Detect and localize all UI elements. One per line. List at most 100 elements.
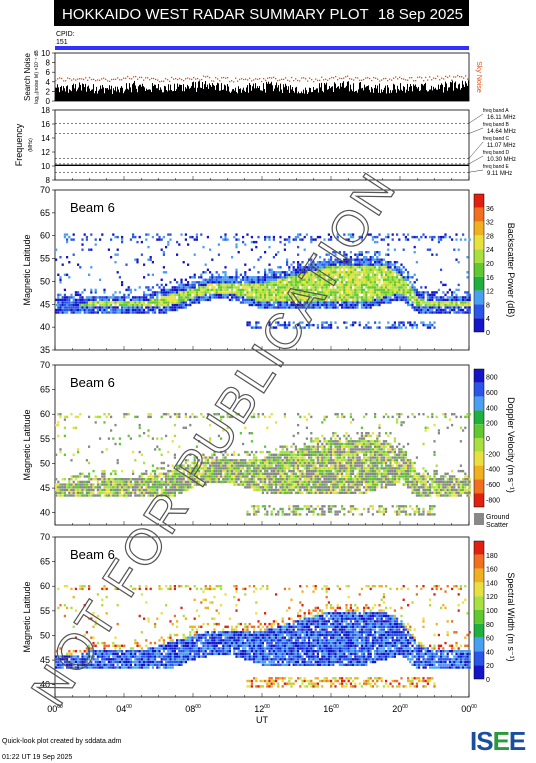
sky-noise-point xyxy=(145,77,147,79)
power-cell xyxy=(158,308,161,312)
power-cell xyxy=(202,283,205,287)
power-cell xyxy=(226,293,229,297)
velocity-cell xyxy=(189,423,192,427)
power-cell xyxy=(112,306,115,309)
power-cell xyxy=(202,288,205,292)
power-cell xyxy=(88,311,91,314)
power-cell xyxy=(68,298,71,302)
power-cell xyxy=(314,268,317,271)
velocity-cell xyxy=(292,469,295,473)
velocity-cell xyxy=(277,467,280,470)
power-cell xyxy=(459,296,462,299)
power-cell xyxy=(149,256,152,259)
power-cell xyxy=(105,298,108,302)
velocity-cell xyxy=(178,445,181,448)
power-cell xyxy=(378,301,381,304)
power-cell xyxy=(96,308,99,312)
power-cell xyxy=(363,326,366,329)
power-cell xyxy=(396,288,399,292)
velocity-cell xyxy=(63,418,66,421)
velocity-cell xyxy=(332,432,335,435)
velocity-cell xyxy=(242,461,245,465)
velocity-cell xyxy=(83,480,86,484)
power-cell xyxy=(411,283,414,287)
velocity-cell xyxy=(165,434,168,438)
power-cell xyxy=(189,293,192,297)
power-cell xyxy=(160,291,163,294)
power-cell xyxy=(275,253,278,256)
sky-noise-point xyxy=(217,78,219,80)
velocity-cell xyxy=(127,483,130,486)
power-cell xyxy=(290,293,293,297)
velocity-cell xyxy=(275,486,278,489)
power-cell xyxy=(363,306,366,309)
power-cell xyxy=(345,258,348,261)
power-cell xyxy=(442,311,445,314)
power-cell xyxy=(272,273,275,276)
power-cell xyxy=(349,278,352,281)
header-bar xyxy=(54,0,469,26)
power-cell xyxy=(257,326,260,329)
power-cell xyxy=(286,298,289,302)
velocity-cell xyxy=(334,450,337,454)
velocity-cell xyxy=(327,469,330,473)
power-cell xyxy=(268,288,271,292)
velocity-cell xyxy=(266,472,269,475)
power-cell xyxy=(319,271,322,274)
power-cell xyxy=(297,283,300,287)
power-cell xyxy=(376,303,379,307)
power-cell xyxy=(290,303,293,307)
velocity-cell xyxy=(330,480,333,484)
power-cell xyxy=(402,248,405,251)
velocity-cell xyxy=(189,453,192,456)
power-cell xyxy=(94,298,97,302)
power-cell xyxy=(228,278,231,281)
power-cell xyxy=(310,263,313,266)
velocity-cell xyxy=(325,472,328,475)
velocity-cell xyxy=(237,483,240,486)
velocity-cell xyxy=(121,478,124,481)
power-cell xyxy=(96,306,99,309)
power-cell xyxy=(283,248,286,251)
power-cell xyxy=(118,291,121,294)
velocity-cell xyxy=(299,461,302,465)
power-cell xyxy=(380,238,383,241)
power-cell xyxy=(74,306,77,309)
velocity-cell xyxy=(305,450,308,454)
velocity-cell xyxy=(334,464,337,467)
power-cell xyxy=(209,283,212,287)
sky-noise-point xyxy=(439,79,441,81)
velocity-cell xyxy=(255,450,258,454)
velocity-cell xyxy=(297,448,300,451)
power-cell xyxy=(314,271,317,274)
velocity-cell xyxy=(336,464,339,467)
power-cell xyxy=(393,261,396,264)
velocity-cell xyxy=(250,486,253,489)
sky-noise-point xyxy=(207,75,209,78)
power-cell xyxy=(200,291,203,294)
power-cell xyxy=(354,293,357,297)
velocity-cell xyxy=(154,486,157,489)
velocity-cell xyxy=(294,472,297,475)
frequency-band-label: freq band E xyxy=(483,164,510,170)
velocity-cell xyxy=(288,459,291,462)
power-cell xyxy=(407,298,410,302)
power-cell xyxy=(68,235,71,239)
velocity-cell xyxy=(277,469,280,473)
velocity-cell xyxy=(193,469,196,473)
power-cell xyxy=(389,286,392,289)
velocity-cell xyxy=(160,437,163,440)
power-cell xyxy=(354,296,357,299)
power-cell xyxy=(433,301,436,304)
velocity-cell xyxy=(204,475,207,478)
velocity-cell xyxy=(101,475,104,478)
power-cell xyxy=(358,261,361,264)
velocity-cell xyxy=(110,491,113,494)
velocity-cell xyxy=(312,448,315,451)
velocity-cell xyxy=(259,488,262,492)
velocity-cell xyxy=(224,478,227,481)
velocity-cell xyxy=(330,445,333,448)
power-cell xyxy=(424,235,427,239)
velocity-cell xyxy=(297,475,300,478)
power-cell xyxy=(352,288,355,292)
